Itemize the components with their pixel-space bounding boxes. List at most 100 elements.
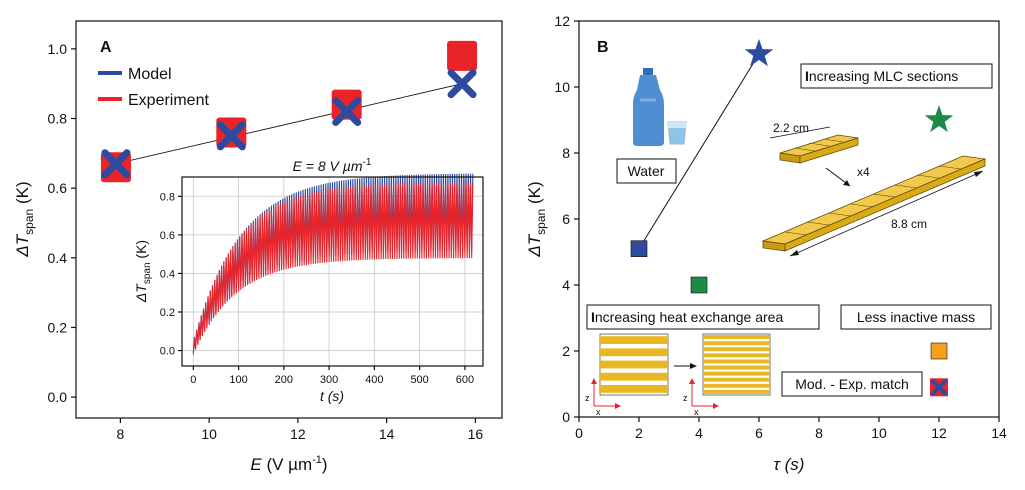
panel-a-ytick-label: 0.8: [48, 111, 68, 127]
inset-xtick-label: 300: [320, 374, 338, 386]
panel-a-xtick-label: 10: [201, 426, 217, 442]
inset-ytick-label: 0.8: [160, 191, 175, 203]
panel-a-ytick-label: 0.6: [48, 180, 68, 196]
stack-after: [702, 333, 771, 396]
dim-large-label: 8.8 cm: [891, 217, 927, 231]
inset-ticks: 0 100 200 300 400 500 600 0.0 0.2 0.4 0.6 0.8: [160, 191, 474, 386]
inset-title: E = 8 V µm-1: [293, 157, 372, 174]
legend-experiment-label: Experiment: [128, 92, 209, 109]
water-annotation: Water: [616, 158, 677, 184]
panel-b-xtick-label: 12: [931, 425, 947, 441]
model-point: [447, 69, 477, 99]
panel-b-xtick-label: 2: [635, 425, 643, 441]
panel-b-xtick-label: 10: [871, 425, 887, 441]
panel-b-ylabel: ΔTspan (K): [525, 181, 548, 257]
inactive-label: Less inactive mass: [857, 309, 975, 325]
inset-experiment-line: [192, 183, 474, 355]
panel-a-xtick-label: 14: [379, 426, 395, 442]
experiment-point: [447, 40, 478, 71]
small-mlc-side: [799, 137, 859, 164]
inset-ylabel: ΔTspan (K): [133, 240, 153, 303]
panel-b-ytick-label: 10: [554, 79, 570, 95]
model-point: [216, 121, 246, 151]
multiplier-label: x4: [857, 165, 870, 179]
water-trend-line: [638, 53, 760, 249]
match-label: Mod. - Exp. match: [795, 376, 909, 392]
mlc-label: Increasing MLC sections: [805, 68, 958, 84]
panel-b-xlabel: τ (s): [774, 455, 805, 474]
panel-b-ytick-label: 2: [562, 343, 570, 359]
heat-exchange-illustration: z x z x: [585, 333, 771, 417]
legend-model-label: Model: [128, 66, 172, 83]
panel-b-ytick-label: 0: [562, 409, 570, 425]
inactive-annotation: Less inactive mass: [840, 304, 992, 330]
point-water-start: [630, 240, 648, 257]
point-less-inactive: [930, 342, 948, 360]
heat-label: Increasing heat exchange area: [591, 309, 783, 325]
model-point: [101, 149, 131, 179]
panel-b: 0 2 4 6 8 10 12 14 0 2 4 6 8 10 12 B Water Increasing …: [525, 13, 1007, 474]
mlc-illustration: 2.2 cm x4 8.8 cm: [761, 121, 987, 257]
panel-b-ticks: 0 2 4 6 8 10 12 14 0 2 4 6 8 10 12: [554, 13, 1007, 441]
dim-large-arrow: [789, 170, 984, 257]
panel-a-legend: Model Experiment: [98, 66, 209, 109]
panel-a-fit-line: [115, 83, 463, 165]
panel-b-label: B: [597, 39, 609, 56]
point-heat-exchange: [690, 276, 708, 294]
inset-ytick-label: 0.2: [160, 307, 175, 319]
panel-b-ytick-label: 6: [562, 211, 570, 227]
inset-xtick-label: 600: [456, 374, 474, 386]
panel-b-ytick-label: 8: [562, 145, 570, 161]
large-mlc-top: [761, 155, 987, 245]
inset-series: [192, 173, 474, 355]
panel-a-xtick-label: 8: [116, 426, 124, 442]
model-point: [332, 97, 362, 127]
panel-a-ylabel: ΔTspan (K): [13, 181, 36, 257]
svg-text:x: x: [694, 407, 699, 417]
panel-a: 8 10 12 14 16 0.0 0.2 0.4 0.6 0.8 1.0 A Model Expe…: [13, 20, 503, 474]
point-match: [930, 378, 948, 397]
inset-xtick-label: 500: [410, 374, 428, 386]
axis-indicator-b: z x: [683, 378, 719, 417]
large-mlc-side: [784, 158, 986, 252]
inset-frame: [181, 176, 484, 367]
inset-ytick-label: 0.6: [160, 230, 175, 242]
svg-text:x: x: [596, 407, 601, 417]
inset-xtick-label: 100: [229, 374, 247, 386]
panel-a-ytick-label: 1.0: [48, 41, 68, 57]
panel-a-xtick-label: 12: [290, 426, 306, 442]
panel-a-frame: [75, 20, 503, 419]
inset-chart: 0 100 200 300 400 500 600 0.0 0.2 0.4 0.6 0.8 E = 8…: [133, 157, 484, 404]
panel-a-marks: [100, 40, 478, 183]
panel-b-xtick-label: 0: [575, 425, 583, 441]
panel-b-marks: [630, 39, 954, 397]
svg-text:z: z: [683, 393, 688, 403]
panel-a-ytick-label: 0.0: [48, 389, 68, 405]
inset-ytick-label: 0.4: [160, 268, 175, 280]
panel-a-ytick-label: 0.4: [48, 250, 68, 266]
panel-a-ticks: 8 10 12 14 16 0.0 0.2 0.4 0.6 0.8 1.0: [48, 41, 484, 442]
experiment-point: [331, 89, 362, 120]
panel-a-ytick-label: 0.2: [48, 319, 68, 335]
mlc-annotation: Increasing MLC sections: [800, 63, 993, 89]
panel-a-xtick-label: 16: [468, 426, 484, 442]
panel-b-xtick-label: 8: [815, 425, 823, 441]
inset-xtick-label: 400: [365, 374, 383, 386]
water-label: Water: [628, 163, 665, 179]
inset-xtick-label: 0: [190, 374, 196, 386]
panel-b-xtick-label: 4: [695, 425, 703, 441]
stack-before: [599, 333, 669, 396]
heat-annotation: Increasing heat exchange area: [586, 304, 820, 330]
axis-indicator-a: z x: [585, 378, 621, 417]
match-annotation: Mod. - Exp. match: [781, 371, 923, 397]
panel-b-xtick-label: 6: [755, 425, 763, 441]
inset-xlabel: t (s): [320, 388, 344, 404]
panel-a-xlabel: E (V µm-1): [250, 454, 327, 474]
panel-b-xtick-label: 14: [991, 425, 1007, 441]
dim-small-arrow: [769, 126, 831, 139]
point-mlc-sections: [924, 105, 954, 133]
panel-b-ytick-label: 12: [554, 13, 570, 29]
inset-xtick-label: 200: [275, 374, 293, 386]
panel-b-ytick-label: 4: [562, 277, 570, 293]
point-water-end: [744, 39, 774, 67]
